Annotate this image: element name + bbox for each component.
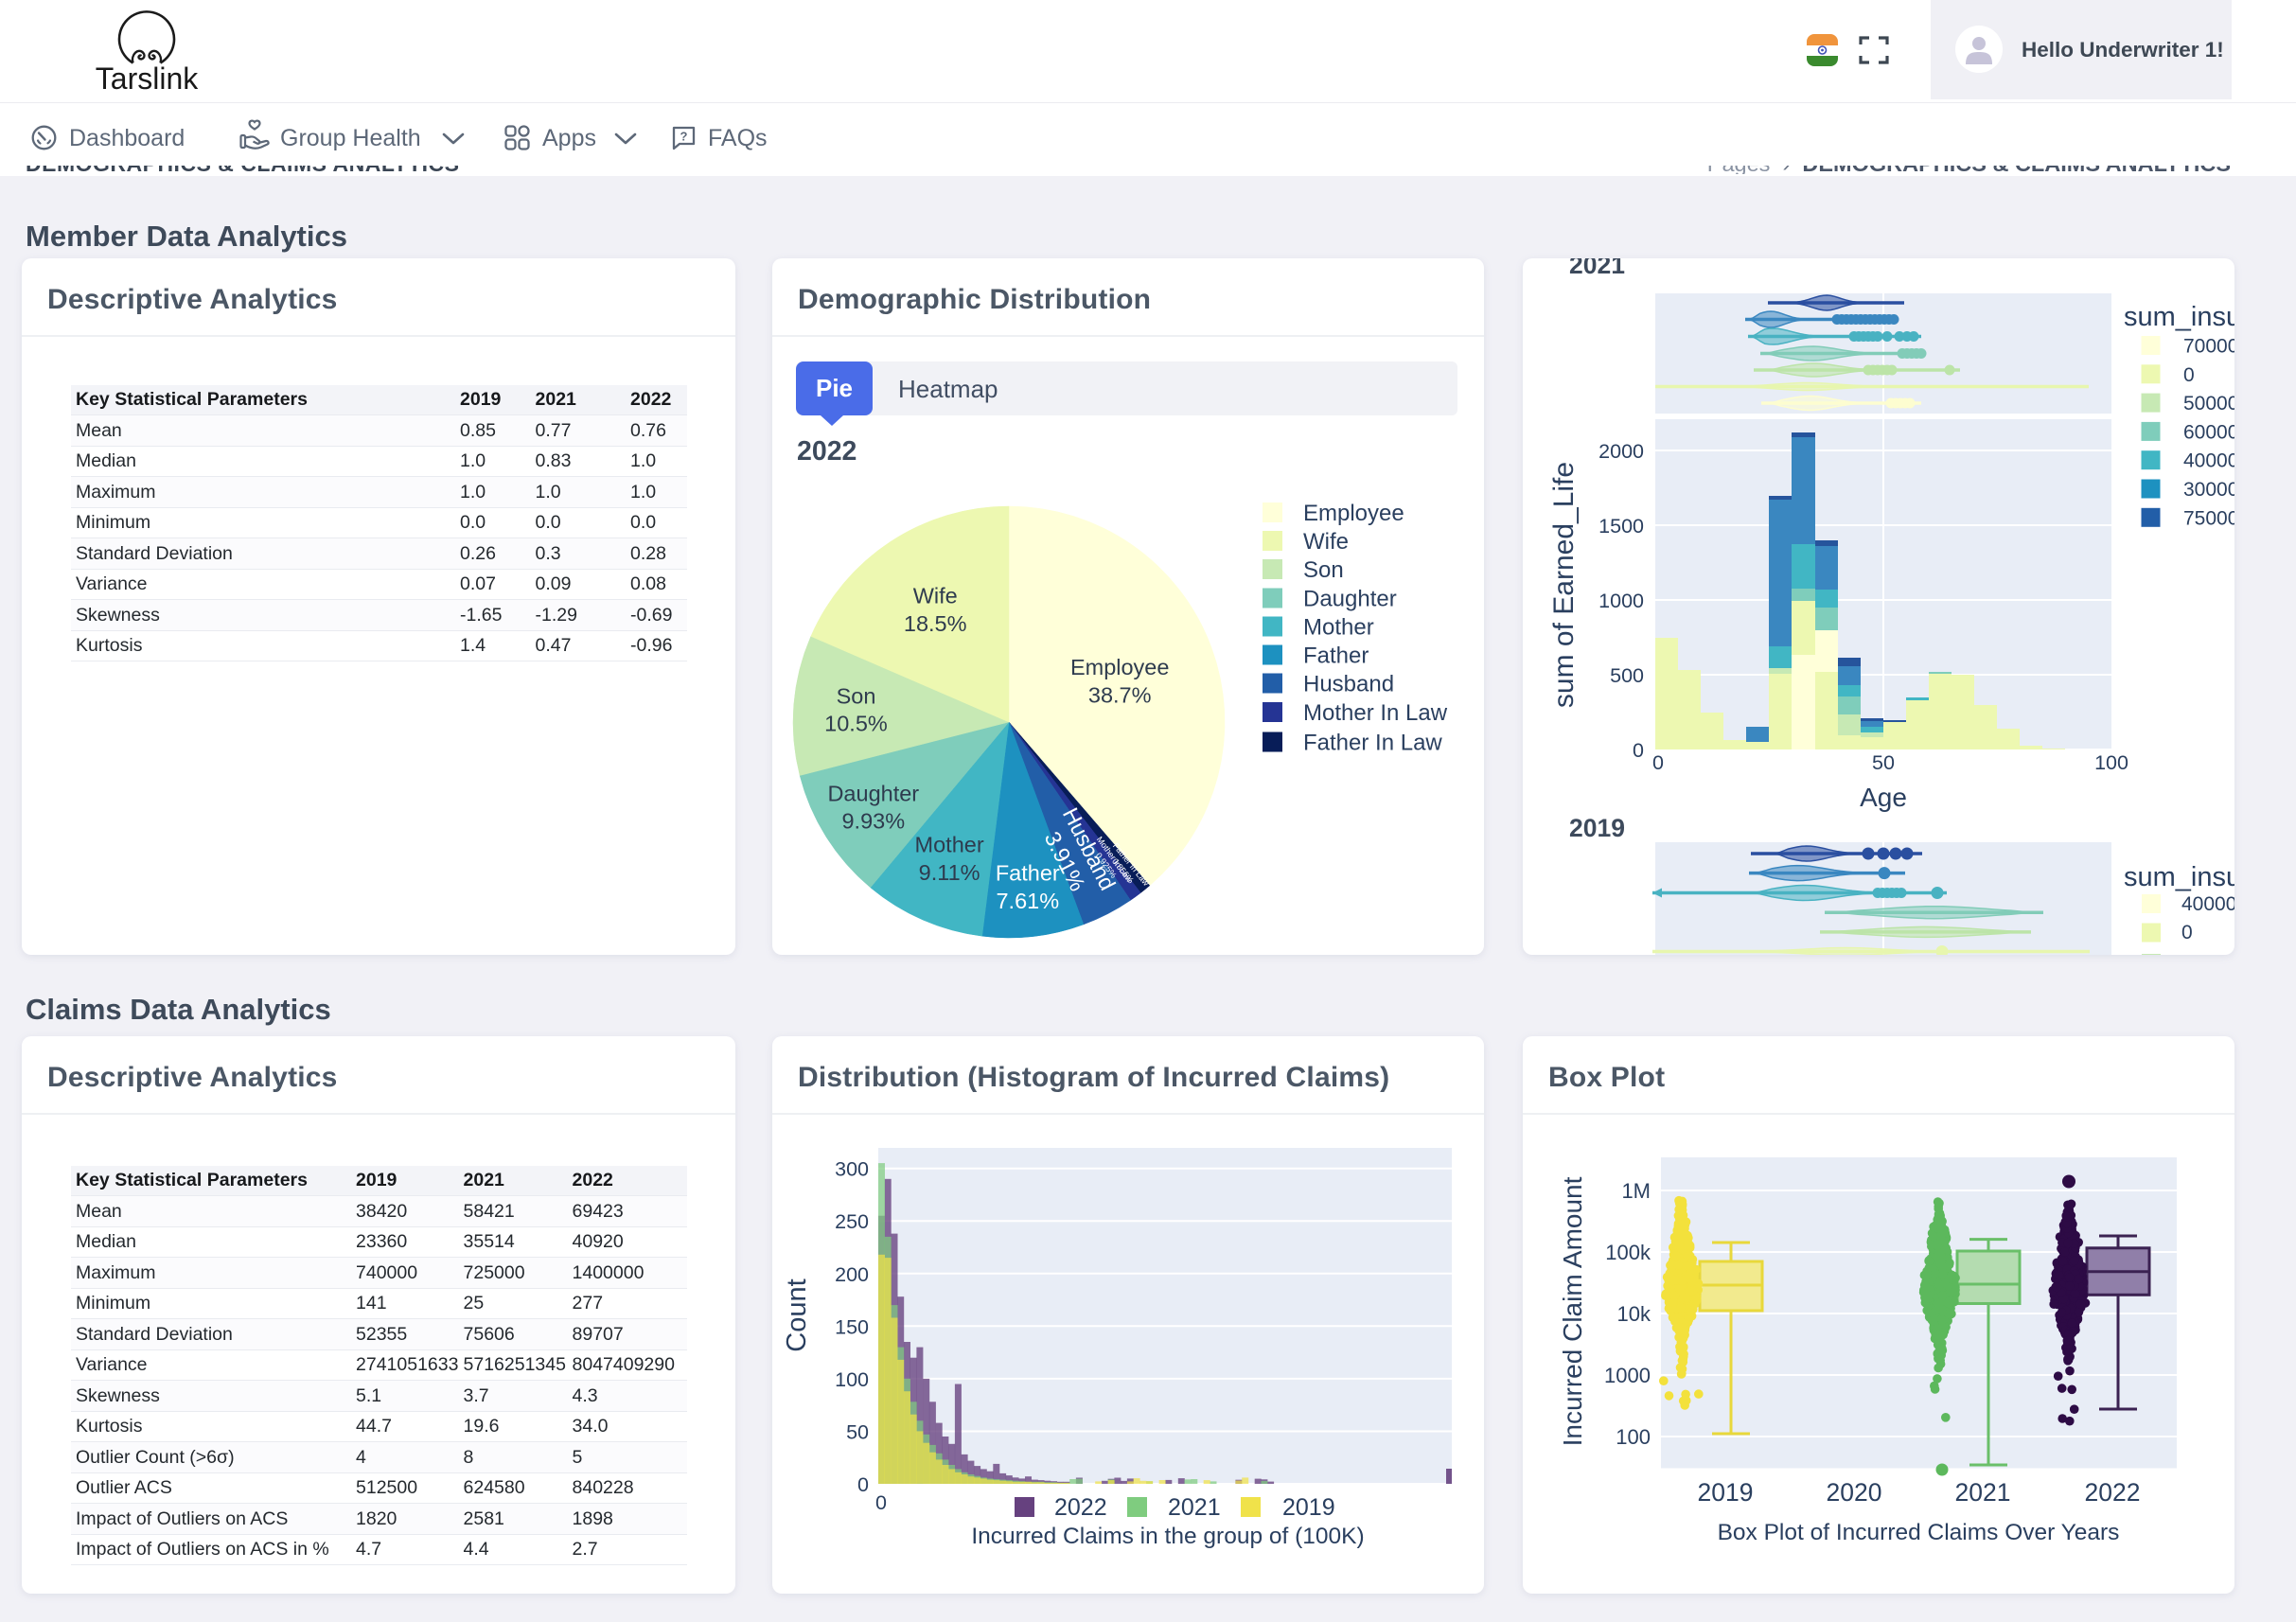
svg-text:2021: 2021 — [1955, 1478, 2011, 1507]
svg-text:2000: 2000 — [1598, 440, 1644, 463]
svg-text:300000: 300000 — [2183, 479, 2234, 501]
svg-text:400000: 400000 — [2183, 450, 2234, 472]
svg-text:2021: 2021 — [1168, 1494, 1221, 1521]
svg-text:1M: 1M — [1621, 1179, 1651, 1203]
svg-text:250: 250 — [835, 1210, 869, 1233]
svg-text:Daughter: Daughter — [1303, 587, 1397, 612]
svg-text:sum_insured: sum_insured — [2124, 862, 2234, 892]
svg-text:Wife: Wife — [913, 584, 958, 608]
svg-text:Son: Son — [837, 683, 876, 708]
svg-text:400000: 400000 — [2181, 893, 2234, 915]
svg-text:10k: 10k — [1617, 1302, 1651, 1326]
svg-text:Daughter: Daughter — [827, 781, 919, 805]
svg-text:500000: 500000 — [2183, 393, 2234, 414]
svg-text:Employee: Employee — [1303, 501, 1404, 526]
svg-text:Wife: Wife — [1303, 529, 1349, 555]
svg-text:Husband: Husband — [1303, 672, 1394, 697]
svg-text:Mother: Mother — [915, 832, 984, 856]
svg-text:1500: 1500 — [1598, 515, 1644, 538]
svg-text:18.5%: 18.5% — [904, 611, 967, 636]
svg-text:38.7%: 38.7% — [1088, 683, 1152, 708]
svg-text:9.93%: 9.93% — [841, 809, 905, 834]
svg-text:2022: 2022 — [2085, 1478, 2141, 1507]
svg-text:Employee: Employee — [1070, 655, 1170, 679]
svg-text:Father: Father — [996, 860, 1060, 885]
svg-text:2020: 2020 — [1827, 1478, 1882, 1507]
svg-text:2019: 2019 — [1698, 1478, 1754, 1507]
svg-text:Tarslink: Tarslink — [96, 62, 199, 96]
svg-text:2019: 2019 — [1282, 1494, 1335, 1521]
svg-text:150: 150 — [835, 1315, 869, 1338]
svg-text:0: 0 — [1652, 751, 1664, 774]
svg-text:?: ? — [680, 130, 688, 144]
svg-text:100: 100 — [835, 1368, 869, 1391]
svg-text:Count: Count — [782, 1278, 812, 1351]
svg-text:1000: 1000 — [1604, 1364, 1651, 1387]
svg-text:sum of Earned_Life: sum of Earned_Life — [1548, 462, 1580, 708]
svg-text:100k: 100k — [1605, 1241, 1651, 1264]
svg-text:0: 0 — [2183, 364, 2195, 386]
svg-text:750000: 750000 — [2183, 507, 2234, 529]
svg-text:2021: 2021 — [1569, 258, 1625, 279]
svg-text:Father In Law: Father In Law — [1303, 731, 1442, 756]
svg-text:0: 0 — [2181, 922, 2193, 943]
svg-text:Son: Son — [1303, 557, 1344, 583]
svg-text:Mother In Law: Mother In Law — [1303, 700, 1448, 726]
svg-text:9.11%: 9.11% — [919, 860, 980, 885]
svg-text:Box Plot of Incurred Claims Ov: Box Plot of Incurred Claims Over Years — [1718, 1520, 2120, 1545]
svg-text:Incurred Claims in the group o: Incurred Claims in the group of (100K) — [971, 1524, 1364, 1549]
svg-text:1000: 1000 — [1598, 590, 1644, 612]
svg-text:100: 100 — [2094, 751, 2128, 774]
svg-text:0: 0 — [875, 1491, 887, 1514]
svg-text:Incurred Claim Amount: Incurred Claim Amount — [1558, 1176, 1587, 1446]
svg-text:300: 300 — [835, 1158, 869, 1181]
svg-text:600000: 600000 — [2183, 421, 2234, 443]
svg-text:Age: Age — [1860, 783, 1907, 812]
svg-text:0: 0 — [857, 1473, 869, 1496]
svg-text:2019: 2019 — [1569, 814, 1625, 842]
svg-text:500: 500 — [1610, 664, 1644, 687]
svg-text:sum_insured: sum_insured — [2124, 302, 2234, 332]
svg-text:7.61%: 7.61% — [996, 889, 1059, 913]
svg-text:200: 200 — [835, 1263, 869, 1286]
svg-text:100: 100 — [1616, 1425, 1651, 1449]
svg-text:50: 50 — [1872, 751, 1895, 774]
svg-text:50: 50 — [846, 1421, 869, 1444]
svg-text:Father: Father — [1303, 644, 1369, 669]
svg-text:10.5%: 10.5% — [824, 712, 888, 736]
svg-text:0: 0 — [1633, 739, 1644, 762]
svg-text:2022: 2022 — [1054, 1494, 1107, 1521]
svg-text:Mother: Mother — [1303, 615, 1374, 641]
